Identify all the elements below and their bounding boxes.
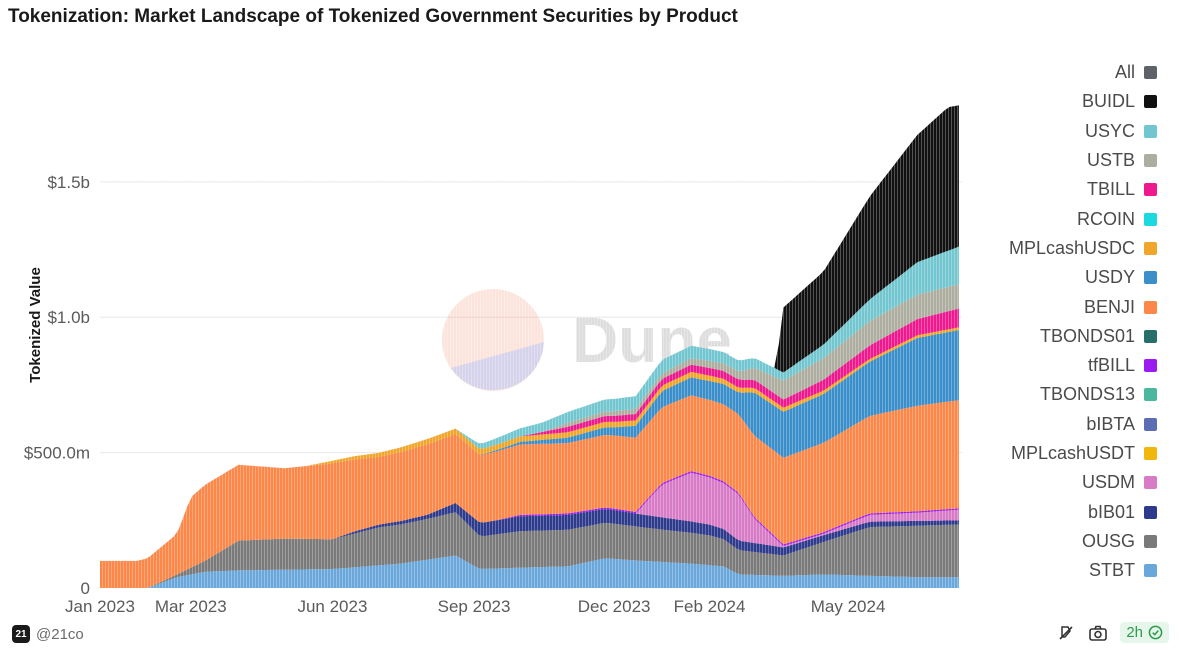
legend-swatch: [1144, 95, 1157, 109]
x-tick-label: May 2024: [811, 597, 886, 616]
x-tick-label: Sep 2023: [438, 597, 511, 616]
legend-item-buidl[interactable]: BUIDL: [937, 87, 1157, 116]
legend-swatch: [1144, 271, 1157, 285]
x-tick-label: Dec 2023: [578, 597, 651, 616]
legend-label: BUIDL: [1081, 91, 1135, 112]
legend-item-ousg[interactable]: OUSG: [937, 527, 1157, 556]
legend-swatch: [1144, 241, 1157, 255]
refresh-status-badge[interactable]: 2h: [1120, 622, 1169, 643]
legend-swatch: [1144, 329, 1157, 343]
legend-swatch: [1144, 417, 1157, 431]
legend-swatch: [1144, 300, 1157, 314]
legend-swatch: [1144, 447, 1157, 460]
legend-item-all[interactable]: All: [937, 58, 1157, 87]
y-axis: 0 $500.0m $1.0b $1.5b: [24, 173, 90, 598]
y-axis-label: Tokenized Value: [27, 267, 44, 383]
legend-item-ustb[interactable]: USTB: [937, 146, 1157, 175]
legend-swatch: [1144, 388, 1157, 402]
legend-swatch: [1144, 212, 1157, 226]
legend-label: OUSG: [1081, 530, 1135, 551]
legend-label: tfBILL: [1087, 355, 1135, 376]
legend-item-mplcashusdt[interactable]: MPLcashUSDT: [937, 439, 1157, 468]
refresh-age: 2h: [1126, 624, 1143, 641]
21co-logo-icon: 21: [12, 625, 30, 643]
y-tick-label: $1.0b: [47, 308, 90, 327]
legend-item-mplcashusdc[interactable]: MPLcashUSDC: [937, 234, 1157, 263]
author-handle[interactable]: @21co: [36, 625, 84, 643]
y-tick-label: $500.0m: [24, 444, 90, 463]
legend-swatch: [1144, 564, 1157, 578]
legend-item-usdy[interactable]: USDY: [937, 263, 1157, 292]
legend-swatch: [1144, 124, 1157, 138]
legend-item-tbonds01[interactable]: TBONDS01: [937, 322, 1157, 351]
x-axis: Jan 2023 Mar 2023 Jun 2023 Sep 2023 Dec 2023…: [65, 597, 885, 616]
legend-item-usyc[interactable]: USYC: [937, 117, 1157, 146]
legend-item-bib01[interactable]: bIB01: [937, 497, 1157, 526]
x-tick-label: Feb 2024: [674, 597, 746, 616]
legend-label: RCOIN: [1077, 208, 1135, 229]
legend-label: All: [1114, 62, 1135, 83]
legend-swatch: [1144, 534, 1157, 548]
legend-label: STBT: [1088, 560, 1135, 581]
legend-swatch: [1144, 66, 1157, 80]
legend-item-stbt[interactable]: STBT: [937, 556, 1157, 585]
legend-swatch: [1144, 183, 1157, 197]
legend-label: TBONDS01: [1039, 325, 1135, 346]
legend-label: USTB: [1086, 150, 1135, 171]
y-tick-label: $1.5b: [47, 173, 90, 192]
legend-swatch: [1144, 476, 1157, 490]
legend-item-rcoin[interactable]: RCOIN: [937, 204, 1157, 233]
legend-label: USDY: [1084, 267, 1135, 288]
legend-label: MPLcashUSDT: [1010, 443, 1135, 463]
footer-actions: 2h: [1056, 622, 1169, 643]
legend-label: bIBTA: [1086, 413, 1135, 434]
legend: All BUIDL USYC USTB TBILL RCOIN MPLcashUSDC USD…: [937, 58, 1157, 585]
y-tick-label: 0: [81, 579, 90, 598]
legend-label: USYC: [1084, 120, 1135, 141]
legend-item-tbill[interactable]: TBILL: [937, 175, 1157, 204]
legend-label: USDM: [1082, 472, 1135, 493]
legend-label: TBILL: [1086, 179, 1135, 200]
legend-item-usdm[interactable]: USDM: [937, 468, 1157, 497]
legend-swatch: [1144, 359, 1157, 373]
legend-label: BENJI: [1083, 296, 1135, 317]
footer-author[interactable]: 21 @21co: [12, 625, 84, 643]
legend-label: bIB01: [1087, 501, 1135, 522]
legend-swatch: [1144, 154, 1157, 168]
legend-item-tfbill[interactable]: tfBILL: [937, 351, 1157, 380]
chart-title: Tokenization: Market Landscape of Tokeni…: [8, 6, 738, 27]
legend-swatch: [1144, 505, 1157, 519]
check-circle-icon: [1148, 625, 1163, 640]
x-tick-label: Mar 2023: [155, 597, 227, 616]
camera-icon[interactable]: [1088, 623, 1108, 643]
x-tick-label: Jan 2023: [65, 597, 135, 616]
no-refresh-icon[interactable]: [1056, 623, 1076, 643]
legend-item-benji[interactable]: BENJI: [937, 292, 1157, 321]
legend-label: TBONDS13: [1039, 384, 1135, 405]
legend-item-tbonds13[interactable]: TBONDS13: [937, 380, 1157, 409]
x-tick-label: Jun 2023: [297, 597, 367, 616]
legend-item-bibta[interactable]: bIBTA: [937, 410, 1157, 439]
legend-label: MPLcashUSDC: [1008, 237, 1135, 258]
